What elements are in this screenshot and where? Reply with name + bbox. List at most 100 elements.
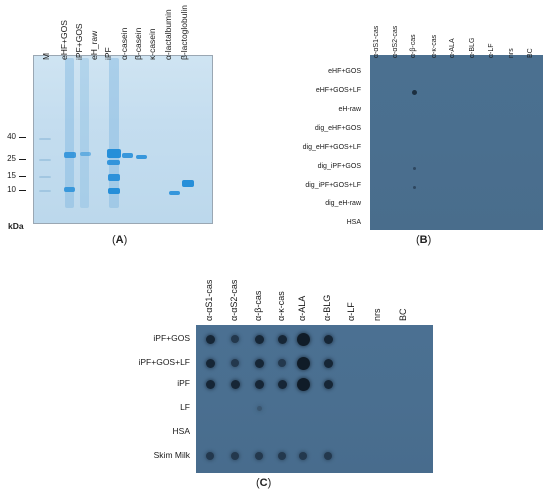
- dotblot-c-dot: [324, 452, 332, 460]
- dotblot-c-row-label: iPF+GOS: [153, 333, 190, 343]
- mw-marker-label: 15: [7, 171, 16, 180]
- dotblot-c-column-label: α-αS2-cas: [229, 279, 239, 321]
- dotblot-c-dot: [296, 356, 310, 370]
- dotblot-b-row-label: dig_eHF+GOS: [314, 125, 361, 132]
- gel-lane-label: α-lactalbumin: [163, 9, 173, 60]
- gel-band: [107, 160, 120, 165]
- dotblot-c-dot: [277, 379, 287, 389]
- gel-band: [182, 180, 194, 187]
- dotblot-c-column-label: α-ALA: [297, 295, 307, 321]
- gel-band: [136, 155, 147, 159]
- dotblot-b-column-label: α-LF: [488, 43, 495, 58]
- dotblot-b-row-label: dig_eHF+GOS+LF: [302, 144, 361, 151]
- panel-c-caption-letter: C: [259, 477, 268, 489]
- gel-marker-band: [39, 138, 51, 140]
- dotblot-c-column-label: BC: [398, 308, 408, 321]
- dotblot-c-dot: [206, 452, 214, 460]
- dotblot-c-column-label: nrs: [372, 308, 382, 321]
- dotblot-c-row-label: iPF: [177, 378, 190, 388]
- dotblot-c-dot: [299, 452, 307, 460]
- gel-smear: [65, 58, 74, 208]
- dotblot-b-dot: [412, 166, 416, 170]
- gel-band: [122, 153, 133, 158]
- dotblot-b-column-label: BC: [527, 48, 534, 58]
- dotblot-b-row-label: eHF+GOS+LF: [315, 87, 361, 94]
- dotblot-c-dot: [254, 358, 264, 368]
- dotblot-c-row-label: HSA: [172, 426, 190, 436]
- dotblot-b-dot: [411, 89, 417, 95]
- dotblot-c-dot: [254, 334, 264, 344]
- panel-a-caption: (A): [112, 234, 128, 246]
- dotblot-c-column-label: α-κ-cas: [276, 291, 286, 321]
- panel-b-caption: (B): [416, 234, 432, 246]
- dotblot-c-dot: [254, 379, 264, 389]
- dotblot-b-row-label: eH-raw: [338, 106, 361, 113]
- gel-lane-label: iPF+GOS: [74, 23, 84, 60]
- dotblot-c-dot: [231, 335, 239, 343]
- dotblot-c-dot: [231, 359, 239, 367]
- dotblot-c-dot: [231, 452, 239, 460]
- dotblot-b-column-label: nrs: [508, 48, 515, 58]
- mw-unit-label: kDa: [8, 221, 24, 231]
- dotblot-c-dot: [323, 379, 333, 389]
- gel-band: [108, 188, 120, 194]
- gel-band: [107, 149, 121, 158]
- dotblot-b-column-label: α-BLG: [469, 37, 476, 58]
- gel-marker-band: [39, 159, 51, 161]
- dotblot-c-dot: [296, 377, 310, 391]
- dotblot-c-dot: [256, 405, 262, 411]
- dotblot-b-row-label: eHF+GOS: [328, 68, 361, 75]
- gel-smear: [80, 58, 89, 208]
- dotblot-c-row-label: iPF+GOS+LF: [138, 357, 191, 367]
- gel-band: [64, 152, 76, 158]
- panel-c-caption: (C): [256, 477, 272, 489]
- mw-marker-tick: [19, 137, 26, 138]
- dotblot-c-membrane: [196, 325, 433, 473]
- gel-lane-label: iPF: [103, 47, 113, 60]
- gel-lane-label: α-casein: [119, 27, 129, 60]
- dotblot-b-row-label: dig_eH-raw: [325, 200, 361, 207]
- gel-lane-label: eHF+GOS: [59, 20, 69, 60]
- dotblot-b-row-label: dig_iPF+GOS: [317, 163, 361, 170]
- dotblot-c-dot: [323, 334, 333, 344]
- gel-bands: [39, 58, 194, 208]
- gel-lane-label: eH_raw: [89, 30, 99, 60]
- dotblot-b-row-label: dig_iPF+GOS+LF: [305, 182, 361, 189]
- dotblot-c-dot: [205, 379, 215, 389]
- gel-marker-band: [39, 190, 51, 192]
- dotblot-b-column-label: α-ALA: [449, 38, 456, 58]
- dotblot-c-row-label: Skim Milk: [153, 450, 190, 460]
- dotblot-c-column-label: α-LF: [346, 302, 356, 321]
- mw-marker-label: 25: [7, 154, 16, 163]
- dotblot-c-dot: [230, 379, 240, 389]
- dotblot-b-dot: [412, 185, 416, 189]
- dotblot-c-dot: [296, 332, 310, 346]
- panel-a-caption-letter: A: [115, 234, 124, 246]
- gel-band: [169, 191, 180, 195]
- dotblot-c-row-label: LF: [180, 402, 190, 412]
- gel-band: [108, 174, 120, 181]
- dotblot-b-membrane: [370, 55, 543, 230]
- dotblot-b-column-label: α-κ-cas: [431, 34, 438, 58]
- dotblot-c-column-label: α-αS1-cas: [204, 279, 214, 321]
- panel-b-caption-letter: B: [419, 234, 428, 246]
- dotblot-c-dot: [323, 358, 333, 368]
- dotblot-b-column-label: α-β-cas: [410, 34, 417, 58]
- dotblot-c-dot: [205, 358, 215, 368]
- gel-lane-label: β-lactoglobulin: [179, 5, 189, 60]
- gel-image: [33, 55, 213, 224]
- dotblot-b-column-label: α-αS2-cas: [392, 25, 399, 58]
- dotblot-b-row-label: HSA: [346, 219, 361, 226]
- mw-marker-label: 10: [7, 185, 16, 194]
- dotblot-c-dot: [278, 359, 286, 367]
- gel-lane-label: M: [41, 52, 51, 60]
- dotblot-c-dot: [255, 452, 263, 460]
- mw-marker-tick: [19, 159, 26, 160]
- dotblot-c-dot: [278, 452, 286, 460]
- gel-lane-label: β-casein: [133, 27, 143, 60]
- mw-marker-tick: [19, 176, 26, 177]
- dotblot-c-column-label: α-β-cas: [253, 290, 263, 321]
- dotblot-b-column-label: α-αS1-cas: [373, 25, 380, 58]
- gel-marker-band: [39, 176, 51, 178]
- gel-lane-label: κ-casein: [147, 28, 157, 60]
